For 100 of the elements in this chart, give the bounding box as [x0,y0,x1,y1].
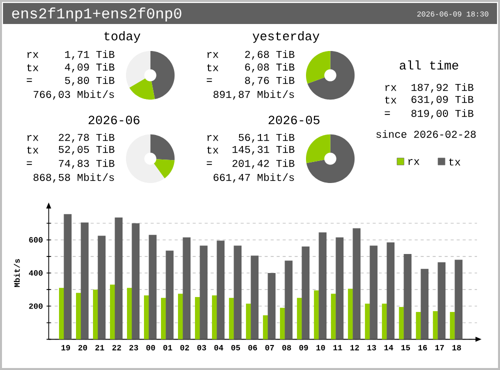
bar [348,288,353,340]
legend-label: rx [408,159,420,165]
y-axis-title: Mbit/s [14,259,20,288]
chart-title: 2026-05 [268,116,320,124]
x-tick-label: 00 [146,344,156,350]
bar [234,246,242,340]
bar [404,254,412,340]
bar [80,222,89,340]
x-tick-label: 02 [180,344,189,350]
text: rx [27,135,38,141]
bar [296,298,302,340]
bar [250,256,259,340]
text: since 2026-02-28 [376,130,476,138]
text: = [26,78,32,82]
bar [432,311,438,340]
text: 868,58 Mbit/s [34,173,114,183]
text: = [206,161,212,165]
text: rx [207,135,218,141]
text: rx [207,52,218,58]
text: tx [385,96,396,104]
text: 8,76 TiB [245,76,294,86]
bar [178,294,183,340]
bar [166,250,174,340]
bar [314,290,319,340]
x-tick-label: 05 [231,344,240,350]
x-tick-label: 22 [112,344,122,350]
text: 22,78 TiB [58,133,114,143]
x-tick-label: 09 [299,344,308,350]
bar [98,236,106,340]
bar [262,315,268,340]
bar [160,298,166,340]
bar [110,284,115,340]
text: 766,03 Mbit/s [34,90,114,100]
text: tx [207,146,218,154]
text: 661,47 Mbit/s [214,173,294,183]
bar [114,217,123,340]
text: = [26,161,32,165]
bar [302,246,310,340]
text: 1,71 TiB [65,50,114,60]
bar [382,304,387,340]
x-tick-label: 04 [214,344,224,350]
bar [352,228,361,340]
bar [284,260,293,340]
x-tick-label: 11 [333,344,342,350]
text: 145,31 TiB [232,145,294,155]
text: 631,09 TiB [412,95,474,105]
x-tick-label: 03 [197,344,206,350]
bar [93,290,98,340]
bar [59,288,64,340]
text: rx [27,52,38,58]
x-tick-label: 18 [452,344,461,350]
text: tx [27,146,38,154]
text: = [206,78,212,82]
bar [416,312,421,340]
chart-title: yesterday [252,31,320,43]
y-tick-label: 600 [29,237,43,243]
bar [144,295,149,340]
bar [364,304,370,340]
text: ens2f1np1+ens2f0np0 [12,8,182,22]
x-tick-label: 21 [95,344,104,350]
text: 201,42 TiB [232,159,294,169]
text: rx [385,85,396,91]
x-tick-label: 12 [350,344,359,350]
text: = [384,111,390,115]
bar [454,260,462,340]
text: 891,87 Mbit/s [214,90,294,100]
text: tx [207,64,218,72]
text: 6,08 TiB [245,62,294,72]
chart-title: 2026-06 [88,116,140,124]
bar [182,237,191,340]
bar [228,298,234,340]
bar [212,295,217,340]
text: 819,00 TiB [411,109,474,119]
x-tick-label: 08 [282,344,292,350]
x-tick-label: 17 [435,344,444,350]
x-tick-label: 13 [367,344,376,350]
bar [318,232,327,340]
text: 74,83 TiB [58,159,114,169]
x-tick-label: 19 [61,344,70,350]
bar [268,273,276,340]
bar [386,242,395,340]
x-tick-label: 23 [129,344,138,350]
bar [148,234,157,340]
text: tx [27,64,38,72]
bar [420,268,429,340]
bar [370,246,378,340]
x-tick-label: 06 [248,344,258,350]
bar [194,297,200,340]
chart-title: today [104,31,140,43]
bar [398,306,404,340]
bar [438,262,446,340]
bar [280,308,285,340]
legend-label: tx [449,158,460,166]
bar [336,237,344,340]
text: 5,80 TiB [65,76,114,86]
bar [450,312,455,340]
text: 56,11 TiB [238,133,294,143]
text: 2,68 TiB [245,50,294,60]
bar [216,240,225,340]
x-tick-label: 20 [78,344,88,350]
